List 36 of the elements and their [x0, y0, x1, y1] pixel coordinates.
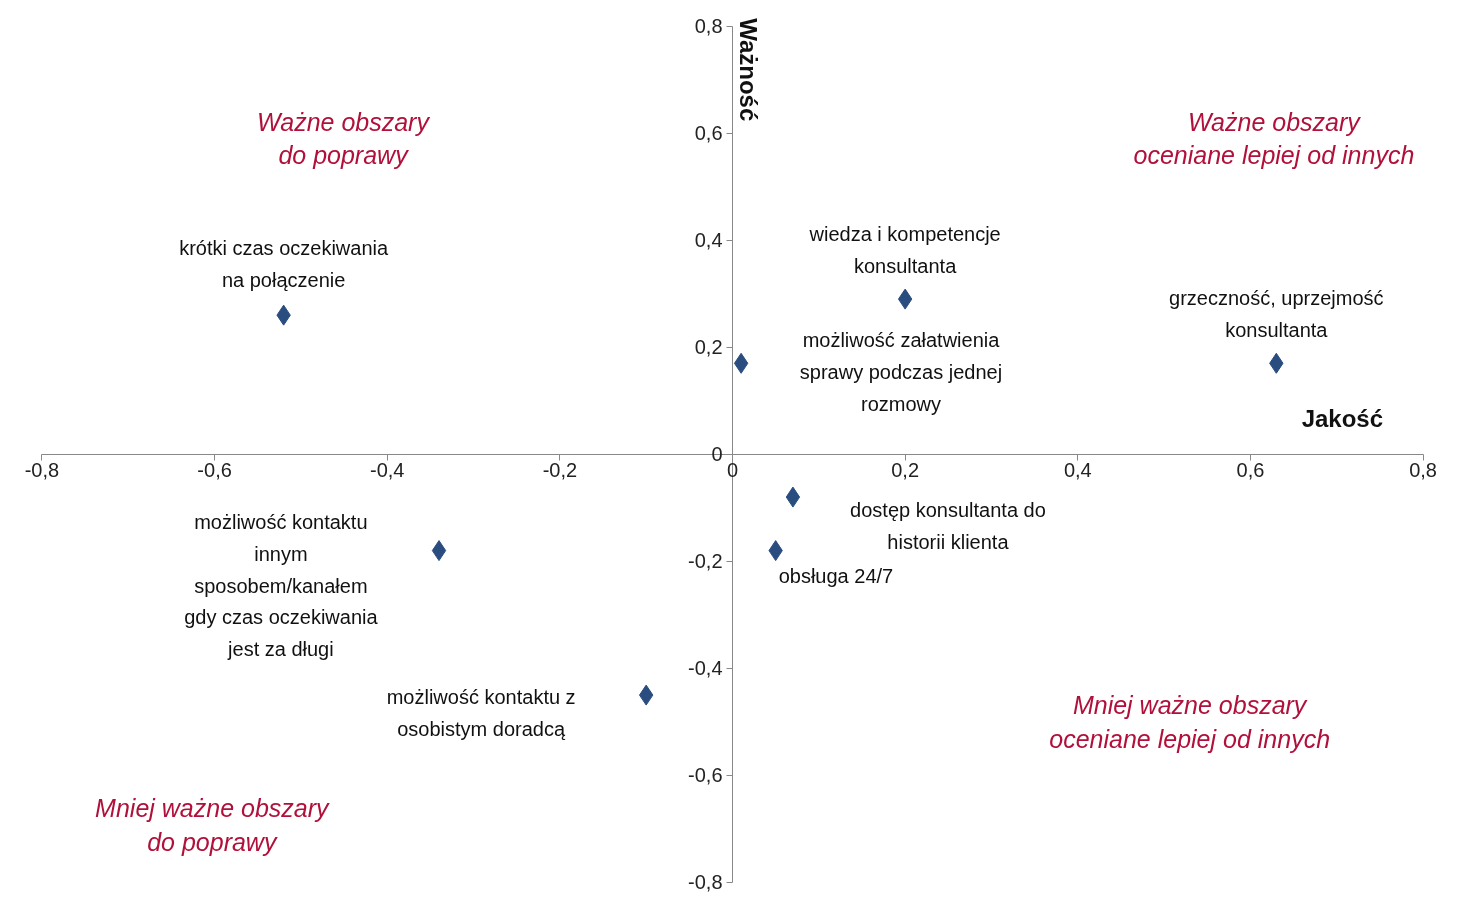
y-tick-label: -0,4 [688, 657, 723, 680]
annotation: obsługa 24/7 [778, 564, 894, 587]
annotation: dostęp konsultanta do historii klienta [850, 498, 1046, 553]
x-tick-label: -0,8 [24, 459, 60, 482]
y-tick-label: 0,8 [694, 15, 723, 38]
x-axis-title: Jakość [1301, 405, 1384, 433]
x-tick-label: -0,6 [197, 459, 232, 482]
y-tick-label: -0,8 [688, 871, 723, 894]
annotation: Mniej ważne obszary oceniane lepiej od innych [1049, 691, 1331, 754]
point [785, 486, 801, 508]
annotation: możliwość kontaktu innym sposobem/kanałem gdy czas oczekiwania jest za długi [184, 510, 379, 661]
point [431, 540, 447, 562]
x-tick-label: 0,8 [1409, 459, 1437, 482]
point [733, 352, 749, 374]
annotation: możliwość załatwienia sprawy podczas jednej rozmowy [799, 329, 1003, 416]
x-tick-label: -0,2 [542, 459, 578, 482]
annotation: Ważne obszary oceniane lepiej od innych [1133, 107, 1415, 170]
y-tick-label: 0,6 [694, 122, 723, 145]
x-tick-label: -0,4 [369, 459, 405, 482]
annotation: możliwość kontaktu z osobistym doradcą [386, 686, 576, 741]
y-tick-label: -0,6 [688, 764, 723, 787]
annotation: grzeczność, uprzejmość konsultanta [1169, 287, 1384, 342]
y-axis-title: Ważność [735, 18, 762, 122]
annotation: wiedza i kompetencje konsultanta [808, 223, 1001, 278]
y-tick-label: -0,2 [688, 550, 723, 573]
y-tick-label: 0 [711, 443, 723, 466]
point [897, 288, 913, 310]
annotation: Ważne obszary do poprawy [257, 107, 431, 170]
y-tick-label: 0,4 [694, 229, 723, 252]
annotation: Mniej ważne obszary do poprawy [95, 794, 331, 856]
x-tick-label: 0,6 [1236, 459, 1265, 482]
x-tick-label: 0,4 [1063, 459, 1092, 482]
x-tick-label: 0 [726, 459, 739, 482]
y-tick-label: 0,2 [694, 336, 723, 359]
x-tick-label: 0,2 [891, 459, 920, 482]
annotation: krótki czas oczekiwania na połączenie [179, 237, 389, 292]
